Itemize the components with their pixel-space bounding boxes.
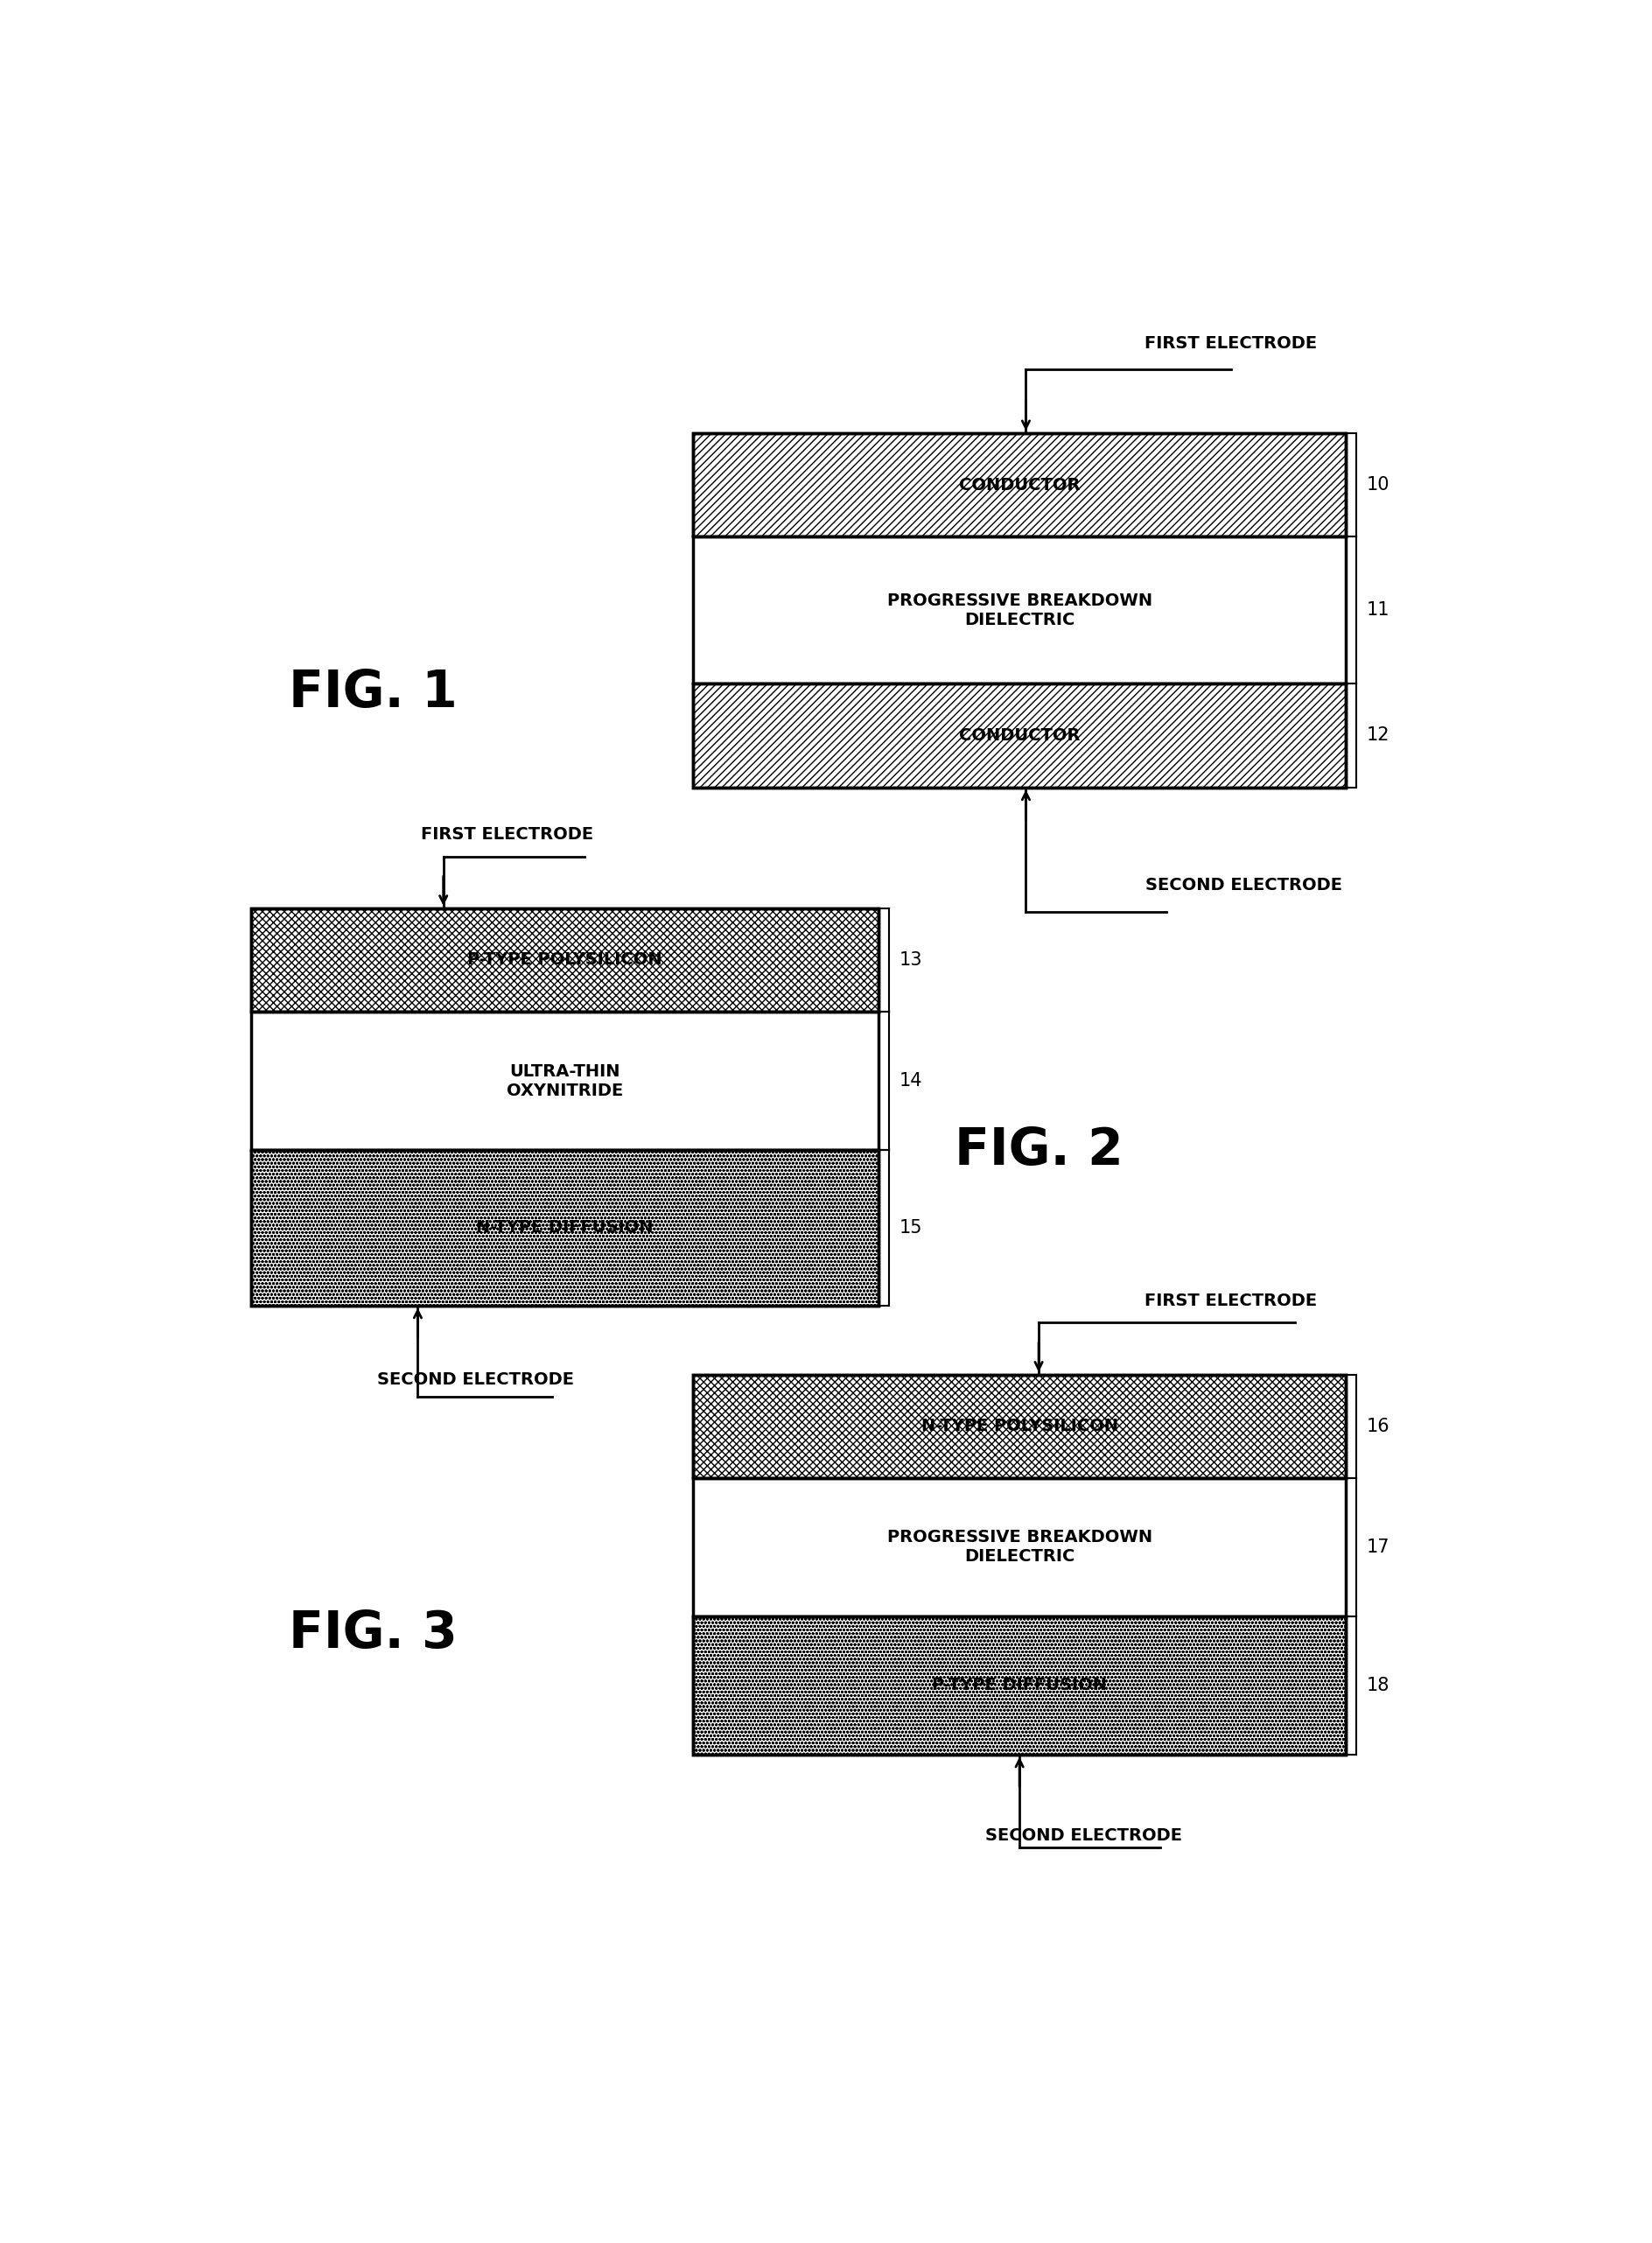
Bar — [694, 1617, 1346, 1754]
Bar — [694, 433, 1346, 536]
Text: P-TYPE POLYSILICON: P-TYPE POLYSILICON — [468, 951, 662, 969]
Text: FIG. 3: FIG. 3 — [289, 1608, 458, 1658]
Bar — [251, 1012, 879, 1151]
Text: N-TYPE POLYSILICON: N-TYPE POLYSILICON — [922, 1418, 1118, 1436]
Bar — [694, 433, 1346, 536]
Text: SECOND ELECTRODE: SECOND ELECTRODE — [1145, 877, 1341, 893]
Bar — [251, 908, 879, 1012]
Bar — [694, 433, 1346, 536]
Text: 11: 11 — [1366, 601, 1389, 619]
Text: 12: 12 — [1366, 727, 1389, 745]
Text: CONDUCTOR: CONDUCTOR — [958, 478, 1080, 493]
Text: 10: 10 — [1366, 476, 1389, 493]
Bar — [694, 1375, 1346, 1478]
Text: SECOND ELECTRODE: SECOND ELECTRODE — [377, 1370, 573, 1388]
Text: 17: 17 — [1366, 1539, 1389, 1557]
Bar — [251, 1151, 879, 1305]
Text: FIG. 2: FIG. 2 — [955, 1126, 1123, 1175]
Bar — [694, 1375, 1346, 1478]
Bar — [694, 1617, 1346, 1754]
Text: P-TYPE DIFFUSION: P-TYPE DIFFUSION — [932, 1678, 1107, 1693]
Bar — [694, 684, 1346, 787]
Text: 15: 15 — [899, 1218, 922, 1236]
Text: FIRST ELECTRODE: FIRST ELECTRODE — [421, 825, 593, 843]
Bar — [694, 684, 1346, 787]
Text: FIG. 1: FIG. 1 — [289, 668, 458, 718]
Text: PROGRESSIVE BREAKDOWN
DIELECTRIC: PROGRESSIVE BREAKDOWN DIELECTRIC — [887, 1530, 1151, 1566]
Bar — [251, 1151, 879, 1305]
Text: FIRST ELECTRODE: FIRST ELECTRODE — [1145, 1292, 1317, 1310]
Text: N-TYPE DIFFUSION: N-TYPE DIFFUSION — [476, 1220, 654, 1236]
Text: SECOND ELECTRODE: SECOND ELECTRODE — [985, 1828, 1181, 1844]
Text: CONDUCTOR: CONDUCTOR — [958, 727, 1080, 745]
Text: 13: 13 — [899, 951, 922, 969]
Bar — [251, 908, 879, 1012]
Text: ULTRA-THIN
OXYNITRIDE: ULTRA-THIN OXYNITRIDE — [507, 1063, 623, 1099]
Text: 16: 16 — [1366, 1418, 1389, 1436]
Text: PROGRESSIVE BREAKDOWN
DIELECTRIC: PROGRESSIVE BREAKDOWN DIELECTRIC — [887, 592, 1151, 628]
Text: 14: 14 — [899, 1072, 922, 1090]
Bar — [694, 536, 1346, 684]
Bar — [694, 1617, 1346, 1754]
Bar — [694, 684, 1346, 787]
Bar — [694, 1478, 1346, 1617]
Text: FIRST ELECTRODE: FIRST ELECTRODE — [1145, 336, 1317, 352]
Bar — [694, 1375, 1346, 1478]
Text: 18: 18 — [1366, 1676, 1389, 1693]
Bar — [251, 908, 879, 1012]
Bar — [251, 1151, 879, 1305]
